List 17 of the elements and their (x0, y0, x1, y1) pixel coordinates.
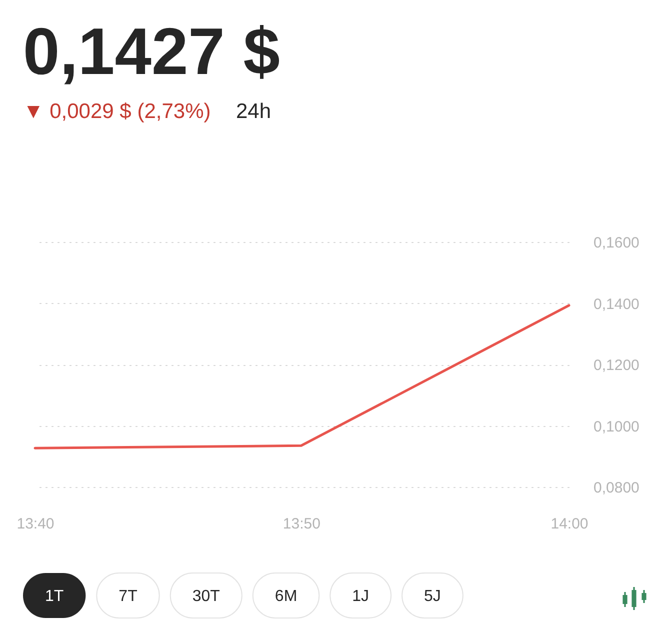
text: 5J (424, 588, 441, 605)
y-tick-label: 0,1600 (594, 234, 640, 252)
chart-title: 0,1427 $ (23, 14, 280, 88)
text: 1J (352, 588, 370, 605)
x-tick-label: 13:40 (16, 516, 54, 532)
y-tick-label: 0,0800 (594, 480, 640, 496)
chart-subtitle: ▼ 0,0029 $ (2,73%) (23, 100, 211, 123)
x-tick-label: 14:00 (550, 516, 588, 532)
text: 30T (192, 588, 220, 605)
y-tick-label: 0,1200 (594, 357, 640, 374)
text: 24h (236, 100, 272, 123)
text: 7T (118, 588, 138, 605)
y-tick-label: 0,1400 (594, 296, 640, 313)
y-tick-label: 0,1000 (594, 418, 640, 436)
text: 6M (274, 588, 298, 605)
text: 1T (45, 588, 64, 605)
x-tick-label: 13:50 (282, 516, 320, 532)
